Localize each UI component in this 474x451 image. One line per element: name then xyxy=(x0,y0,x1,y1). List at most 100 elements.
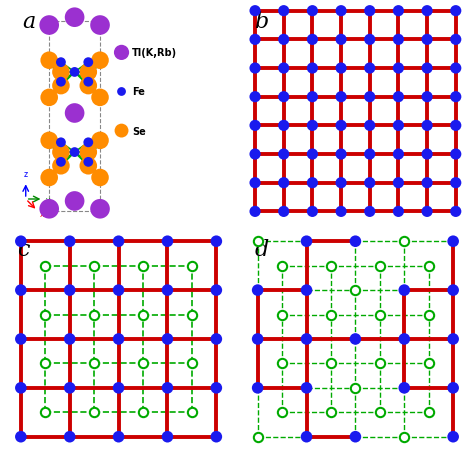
Point xyxy=(423,123,431,130)
Point xyxy=(84,69,92,76)
Point xyxy=(395,65,402,73)
Point xyxy=(280,37,288,44)
Point xyxy=(376,311,383,318)
Text: b: b xyxy=(255,11,269,33)
Point xyxy=(423,65,431,73)
Point xyxy=(164,238,171,245)
Point xyxy=(423,179,431,187)
Point xyxy=(449,336,457,343)
Point xyxy=(337,8,345,15)
Point xyxy=(352,238,359,245)
Point xyxy=(352,287,359,294)
Point xyxy=(366,151,374,158)
Point xyxy=(84,83,92,90)
Point xyxy=(395,37,402,44)
Point xyxy=(57,139,65,147)
Point xyxy=(309,8,316,15)
Point xyxy=(57,60,65,67)
Point xyxy=(280,8,288,15)
Point xyxy=(254,287,262,294)
Point xyxy=(46,95,53,102)
Point xyxy=(337,179,345,187)
Point xyxy=(91,311,98,318)
Point xyxy=(452,151,460,158)
Point xyxy=(303,384,310,391)
Point xyxy=(251,208,259,216)
Point xyxy=(139,311,147,318)
Point xyxy=(71,14,78,22)
Point xyxy=(452,208,460,216)
Text: Tl(K,Rb): Tl(K,Rb) xyxy=(132,48,177,58)
Point xyxy=(57,79,65,86)
Point xyxy=(115,384,122,391)
Point xyxy=(66,238,73,245)
Point xyxy=(57,163,65,170)
Point xyxy=(17,384,25,391)
Point xyxy=(327,311,335,318)
Point xyxy=(42,409,49,416)
Point xyxy=(17,433,25,440)
Point xyxy=(118,128,125,135)
Point xyxy=(66,336,73,343)
Point xyxy=(84,79,92,86)
Point xyxy=(84,60,92,67)
Point xyxy=(401,336,408,343)
Point xyxy=(251,179,259,187)
Point xyxy=(423,208,431,216)
Point xyxy=(212,287,220,294)
Point xyxy=(164,433,171,440)
Point xyxy=(115,238,122,245)
Point xyxy=(280,123,288,130)
Point xyxy=(309,208,316,216)
Point xyxy=(188,262,196,270)
Point xyxy=(327,409,335,416)
Point xyxy=(423,151,431,158)
Point xyxy=(327,262,335,270)
Point xyxy=(452,8,460,15)
Point xyxy=(42,360,49,367)
Point xyxy=(337,65,345,73)
Point xyxy=(46,206,53,213)
Point xyxy=(115,287,122,294)
Point xyxy=(425,311,432,318)
Point xyxy=(303,238,310,245)
Point xyxy=(395,8,402,15)
Point xyxy=(280,179,288,187)
Point xyxy=(254,238,262,245)
Point xyxy=(254,384,262,391)
Point xyxy=(280,94,288,101)
Point xyxy=(57,159,65,166)
Point xyxy=(251,8,259,15)
Point xyxy=(212,336,220,343)
Point xyxy=(118,89,125,96)
Point xyxy=(66,287,73,294)
Point xyxy=(96,23,104,30)
Point xyxy=(425,360,432,367)
Point xyxy=(91,360,98,367)
Point xyxy=(376,262,383,270)
Point xyxy=(84,163,92,170)
Point xyxy=(449,287,457,294)
Point xyxy=(337,94,345,101)
Point xyxy=(309,94,316,101)
Point xyxy=(42,311,49,318)
Point xyxy=(66,433,73,440)
Point xyxy=(84,149,92,156)
Point xyxy=(352,384,359,391)
Point xyxy=(280,208,288,216)
Point xyxy=(71,110,78,117)
Point xyxy=(254,336,262,343)
Point xyxy=(337,208,345,216)
Text: y: y xyxy=(46,195,51,204)
Point xyxy=(91,409,98,416)
Point xyxy=(96,175,104,182)
Point xyxy=(366,123,374,130)
Point xyxy=(278,262,286,270)
Point xyxy=(57,83,65,90)
Point xyxy=(46,138,53,145)
Point xyxy=(251,151,259,158)
Point xyxy=(449,384,457,391)
Point xyxy=(366,208,374,216)
Point xyxy=(17,238,25,245)
Point xyxy=(452,65,460,73)
